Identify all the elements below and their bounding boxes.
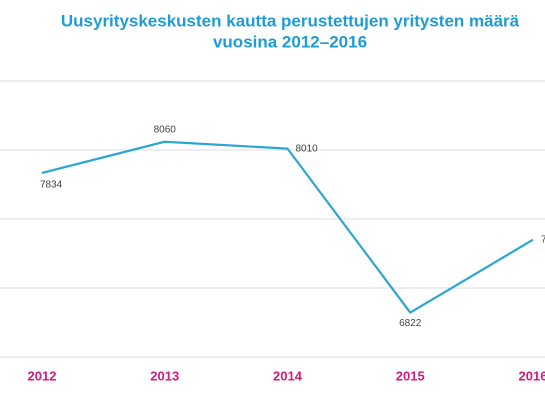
chart-title: Uusyrityskeskusten kautta perustettujen … xyxy=(61,11,520,30)
x-tick-label: 2014 xyxy=(273,368,303,383)
data-label: 8010 xyxy=(296,143,319,154)
x-tick-label: 2015 xyxy=(396,368,425,383)
data-label: 7350 xyxy=(541,234,545,245)
data-label: 7834 xyxy=(40,180,63,191)
x-tick-label: 2012 xyxy=(28,368,57,383)
data-label: 8060 xyxy=(154,124,177,135)
x-tick-label: 2013 xyxy=(150,368,179,383)
line xyxy=(41,140,534,314)
chart-title: vuosina 2012–2016 xyxy=(213,32,367,51)
x-tick-label: 2016 xyxy=(519,368,545,383)
data-label: 6822 xyxy=(399,318,422,329)
